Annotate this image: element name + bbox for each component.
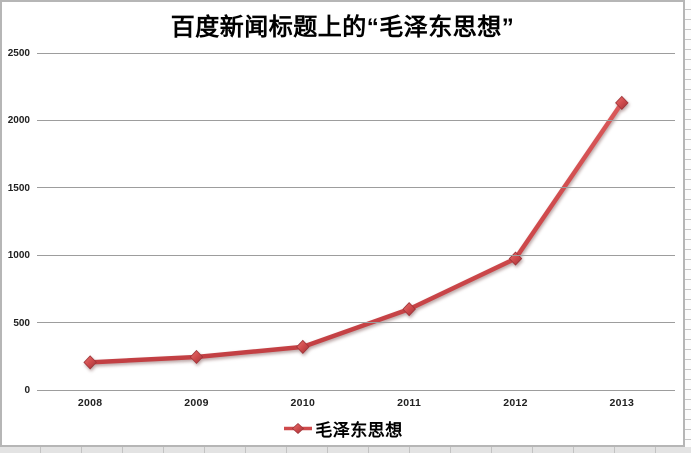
x-tick-label: 2011	[397, 397, 422, 409]
chart-area[interactable]: 百度新闻标题上的“毛泽东思想” 毛泽东思想	[0, 0, 685, 447]
y-tick-label: 1000	[7, 250, 30, 262]
gridline	[37, 187, 675, 189]
legend[interactable]: 毛泽东思想	[0, 414, 685, 442]
gridline	[37, 322, 675, 324]
x-tick-label: 2012	[503, 397, 528, 409]
x-tick-label: 2013	[609, 397, 635, 409]
y-tick-label: 500	[13, 317, 30, 329]
line-series-plot	[83, 95, 629, 370]
gridline	[37, 389, 675, 391]
data-point-marker	[615, 95, 629, 110]
y-tick-label: 1500	[7, 182, 30, 194]
data-point-marker	[189, 349, 204, 365]
data-point-marker	[296, 339, 310, 354]
y-tick-label: 2000	[7, 115, 30, 127]
data-point-marker	[83, 355, 97, 370]
spreadsheet-row-gridlines-sliver	[685, 0, 691, 447]
gridline	[37, 119, 675, 121]
y-tick-label: 0	[24, 385, 30, 396]
gridline	[37, 254, 675, 256]
y-tick-label: 2500	[7, 48, 30, 59]
legend-label: 毛泽东思想	[315, 420, 403, 440]
x-tick-label: 2009	[184, 397, 209, 409]
spreadsheet-column-gridlines-strip	[0, 447, 691, 453]
x-tick-label: 2008	[77, 397, 103, 409]
x-tick-label: 2010	[290, 397, 316, 409]
data-point-marker	[402, 302, 416, 317]
gridline	[37, 52, 675, 54]
chart-title: 百度新闻标题上的“毛泽东思想”	[170, 14, 515, 41]
legend-line-marker-icon	[284, 422, 313, 435]
